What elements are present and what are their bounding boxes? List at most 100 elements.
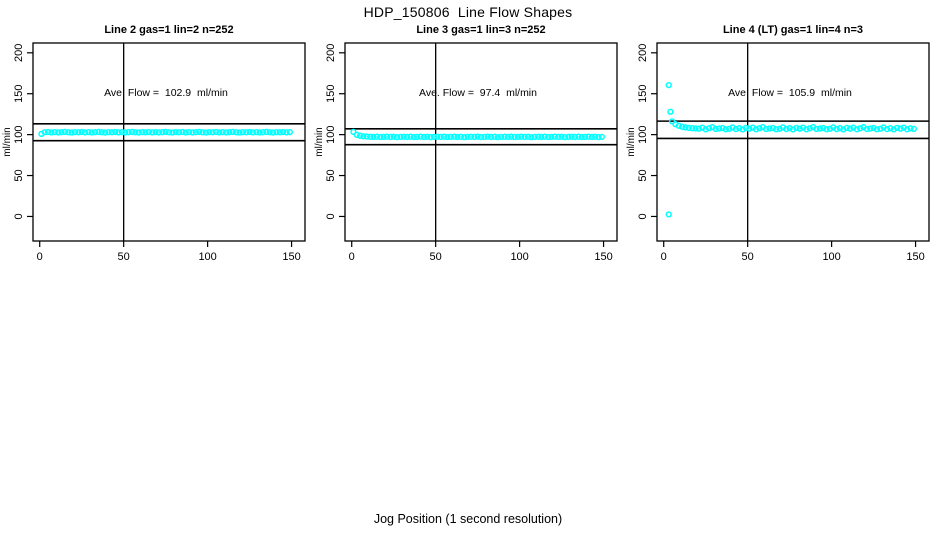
data-point xyxy=(887,125,894,132)
ave-flow-annotation: Ave. Flow = 102.9 ml/min xyxy=(104,87,228,99)
data-point xyxy=(88,129,95,136)
data-point xyxy=(105,128,112,136)
x-tick-label: 50 xyxy=(742,251,754,263)
data-point xyxy=(444,133,451,141)
data-point xyxy=(665,81,672,89)
data-point xyxy=(514,133,522,140)
data-point xyxy=(437,133,444,141)
data-point xyxy=(846,125,854,132)
data-point xyxy=(65,129,72,136)
data-point xyxy=(675,122,682,129)
data-point xyxy=(393,133,401,141)
subplot-title: Line 4 (LT) gas=1 lin=4 n=3 xyxy=(722,24,864,36)
data-point xyxy=(209,129,216,136)
plot-box xyxy=(656,42,930,242)
data-point xyxy=(592,133,599,140)
data-point xyxy=(783,125,790,133)
data-point xyxy=(165,129,173,136)
data-point xyxy=(803,126,810,133)
data-point xyxy=(199,129,206,136)
data-point xyxy=(233,129,240,136)
data-point xyxy=(128,128,136,136)
data-point xyxy=(122,129,129,136)
data-point xyxy=(796,125,803,132)
data-point xyxy=(806,125,813,132)
data-point xyxy=(541,133,548,140)
data-point xyxy=(595,133,602,141)
data-point xyxy=(823,126,830,133)
x-axis-label: Jog Position (1 second resolution) xyxy=(373,512,563,526)
data-point xyxy=(897,125,904,132)
data-point xyxy=(826,125,834,132)
data-point xyxy=(712,125,719,133)
data-point xyxy=(145,128,153,136)
data-point xyxy=(501,133,508,140)
x-tick-label: 100 xyxy=(198,251,216,263)
data-point xyxy=(538,133,545,141)
data-point xyxy=(504,133,512,141)
data-point xyxy=(752,126,760,133)
data-point xyxy=(746,125,753,132)
data-point xyxy=(870,124,877,132)
data-point xyxy=(363,133,370,140)
data-point xyxy=(491,133,498,140)
data-point xyxy=(216,129,223,136)
data-point xyxy=(440,133,448,140)
subplot-title: Line 3 gas=1 lin=3 n=252 xyxy=(416,24,546,36)
data-point xyxy=(762,125,770,133)
data-point xyxy=(185,128,193,136)
y-axis-title: ml/min xyxy=(314,127,325,156)
data-point xyxy=(219,128,226,136)
data-point xyxy=(598,133,606,140)
data-point xyxy=(152,128,159,136)
data-point xyxy=(222,129,230,136)
data-point xyxy=(78,128,85,136)
data-point xyxy=(159,129,166,136)
data-point xyxy=(356,132,364,139)
data-point xyxy=(467,133,475,140)
data-point xyxy=(283,129,290,136)
figure-title: HDP_150806 Line Flow Shapes xyxy=(363,4,573,20)
data-point xyxy=(575,133,582,140)
data-point xyxy=(461,133,468,141)
data-point xyxy=(236,129,243,136)
data-point xyxy=(367,133,374,140)
data-point xyxy=(430,133,438,140)
data-point xyxy=(182,129,189,136)
data-point xyxy=(58,129,65,136)
data-point xyxy=(867,125,874,132)
y-axis-title: ml/min xyxy=(626,127,637,156)
data-point xyxy=(447,133,454,140)
x-tick-label: 150 xyxy=(594,251,612,263)
data-point xyxy=(420,133,428,141)
data-point xyxy=(280,128,287,136)
data-point xyxy=(75,129,82,136)
data-point xyxy=(521,133,528,141)
data-point xyxy=(55,129,62,136)
data-point xyxy=(588,133,595,141)
data-point xyxy=(353,131,360,138)
data-point xyxy=(175,129,183,136)
data-point xyxy=(571,133,579,141)
data-point xyxy=(383,133,391,140)
ave-flow-annotation: Ave. Flow = 105.9 ml/min xyxy=(728,87,852,99)
y-tick-label: 150 xyxy=(325,85,337,103)
data-point xyxy=(427,133,434,141)
data-point xyxy=(893,124,901,131)
data-point xyxy=(873,126,881,133)
data-point xyxy=(115,129,122,136)
x-tick-label: 50 xyxy=(430,251,442,263)
data-point xyxy=(524,133,532,140)
data-point xyxy=(142,129,149,136)
data-point xyxy=(95,128,102,136)
y-tick-label: 0 xyxy=(325,213,337,219)
data-point xyxy=(843,124,850,131)
y-tick-label: 50 xyxy=(325,169,337,181)
y-tick-label: 200 xyxy=(637,44,649,62)
data-point xyxy=(450,133,458,140)
data-point xyxy=(555,133,562,141)
data-point xyxy=(484,133,491,140)
data-point xyxy=(667,108,674,115)
data-point xyxy=(877,125,884,132)
y-tick-label: 50 xyxy=(13,169,25,181)
